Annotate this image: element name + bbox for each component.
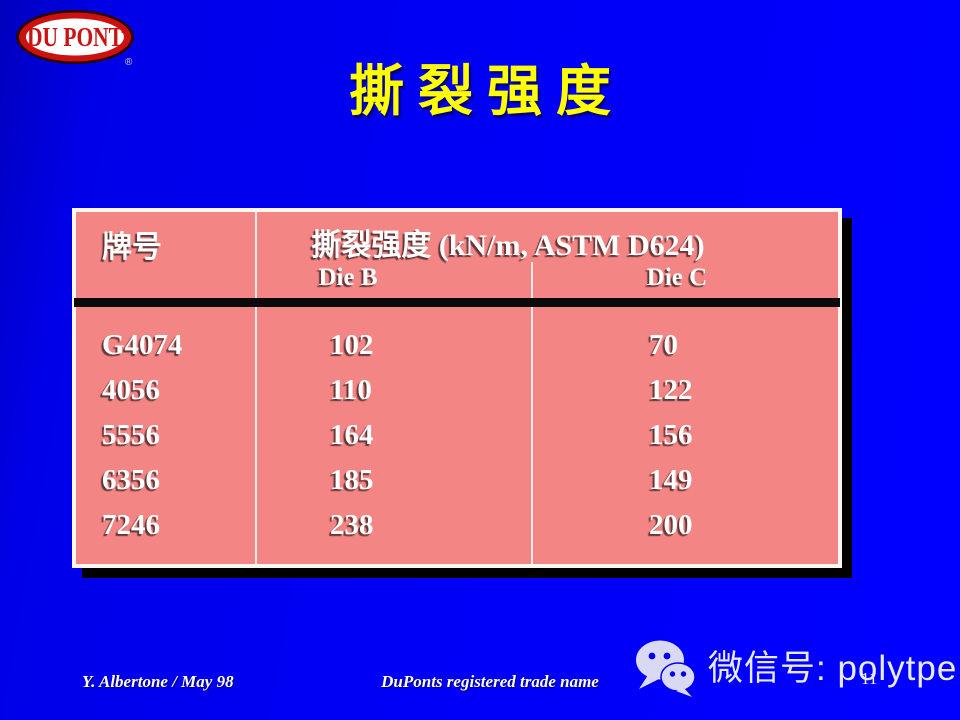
die-b-cell: 238 [330,509,374,541]
column-divider-1 [255,212,257,564]
die-b-cell: 110 [330,374,372,406]
page-number: 11 [861,669,878,688]
table-row: 6356 185 149 [76,458,838,503]
grade-cell: 7246 [102,509,160,541]
die-c-cell: 156 [649,419,693,451]
registered-trademark-symbol: ® [125,57,133,68]
table-header-tear-strength: 撕裂强度 (kN/m, ASTM D624) [311,229,705,262]
logo-text: DU PONT [27,22,123,52]
header-separator-rule [74,298,840,307]
grade-cell: 4056 [102,374,160,406]
footer-author: Y. Albertone / May 98 [82,672,234,691]
dupont-logo: DU PONT [14,8,136,66]
wechat-icon [636,640,696,697]
table-row: G4074 102 70 [76,323,838,368]
column-divider-2 [531,262,533,564]
table-header-grade: 牌号 [102,231,162,264]
die-c-cell: 122 [649,374,693,406]
dupont-oval-icon: DU PONT [16,10,134,64]
grade-cell: 5556 [102,419,160,451]
footer-trademark-note: DuPonts registered trade name [381,672,599,691]
table-header-die-b: Die B [318,264,378,291]
grade-cell: 6356 [102,464,160,496]
tear-strength-table: 牌号 撕裂强度 (kN/m, ASTM D624) Die B Die C G4… [72,208,842,568]
die-c-cell: 149 [649,464,693,496]
grade-cell: G4074 [102,329,183,361]
die-c-cell: 200 [649,509,693,541]
table-header-die-c: Die C [646,264,708,291]
die-c-cell: 70 [649,329,678,361]
table-row: 7246 238 200 [76,503,838,548]
table-body: G4074 102 70 4056 110 122 5556 164 156 6… [76,323,838,548]
table-row: 5556 164 156 [76,413,838,458]
wechat-id-label: 微信号: polytpe [708,648,958,688]
wechat-watermark: 微信号: polytpe [634,639,957,697]
slide-title: 撕裂强度 [348,61,625,122]
die-b-cell: 185 [330,464,374,496]
die-b-cell: 164 [330,419,374,451]
die-b-cell: 102 [330,329,374,361]
table-row: 4056 110 122 [76,368,838,413]
